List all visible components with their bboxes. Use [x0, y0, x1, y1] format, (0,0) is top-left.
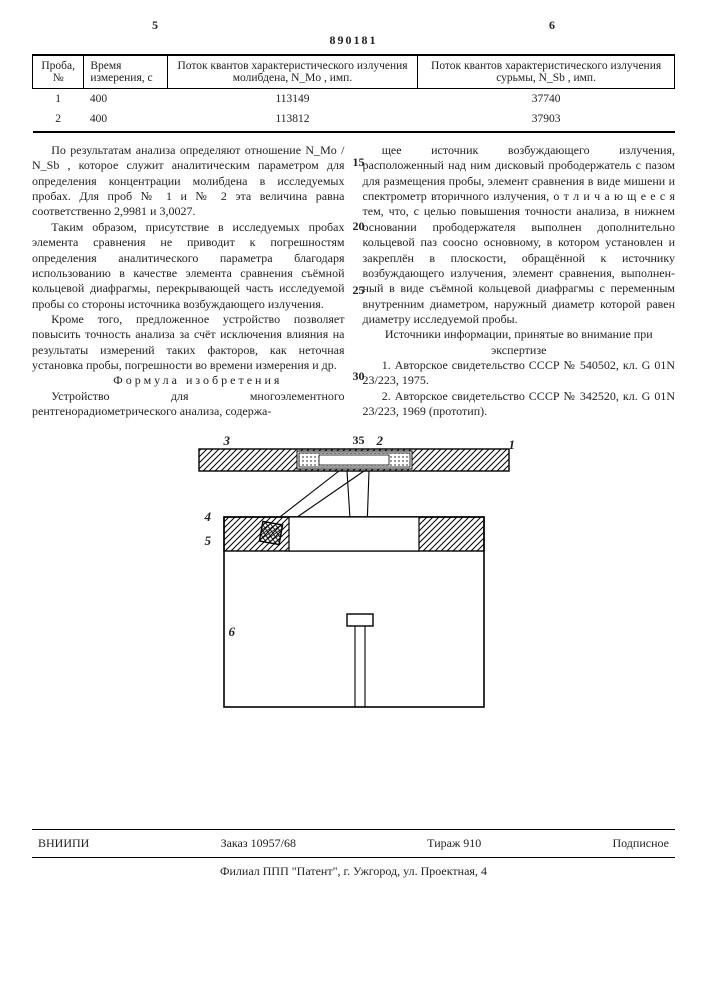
footer: ВНИИПИ Заказ 10957/68 Тираж 910 Подписно… [32, 829, 675, 881]
paragraph: Кроме того, предложенное устройство позв… [32, 312, 345, 373]
diagram-label: 6 [229, 624, 236, 640]
order-no: Заказ 10957/68 [221, 836, 296, 851]
line-number: 15 [353, 155, 365, 170]
diagram-svg [169, 439, 539, 719]
cell: 400 [84, 89, 167, 110]
col-header: Проба, № [33, 55, 84, 89]
source-item: 1. Авторское свидетельство СССР № 540502… [363, 358, 676, 389]
line-number: 25 [353, 283, 365, 298]
cell: 113812 [167, 109, 417, 132]
left-column: По результатам анализа определяют отноше… [32, 143, 345, 419]
cell: 37903 [418, 109, 675, 132]
diagram: 3 2 1 4 5 6 [169, 439, 539, 719]
diagram-label: 2 [377, 433, 384, 449]
col-header: Поток квантов характеристического излуче… [167, 55, 417, 89]
top-bar [199, 449, 509, 471]
cell: 2 [33, 109, 84, 132]
page-top: 5 6 [32, 18, 675, 33]
diagram-label: 5 [205, 533, 212, 549]
data-table: Проба, № Время измерения, с Поток кванто… [32, 54, 675, 133]
paragraph: щее источник возбуждающего излучения, ра… [363, 143, 676, 327]
col-header: Поток квантов характеристического излуче… [418, 55, 675, 89]
line-number: 20 [353, 219, 365, 234]
subscription: Подписное [612, 836, 669, 851]
paragraph: По результатам анализа определяют отноше… [32, 143, 345, 220]
cell: 113149 [167, 89, 417, 110]
right-column: 15 20 25 30 35 щее источник возбуждающег… [363, 143, 676, 419]
page-right: 6 [549, 18, 555, 33]
publisher: ВНИИПИ [38, 836, 89, 851]
cell: 37740 [418, 89, 675, 110]
col-header: Время измерения, с [84, 55, 167, 89]
tirazh: Тираж 910 [427, 836, 481, 851]
cell: 400 [84, 109, 167, 132]
cell: 1 [33, 89, 84, 110]
diagram-label: 1 [509, 437, 516, 453]
patent-number: 890181 [32, 33, 675, 48]
text-body: По результатам анализа определяют отноше… [32, 143, 675, 419]
paragraph: Устройство для многоэлементного рентгено… [32, 389, 345, 420]
source-item: 2. Авторское свидетельство СССР № 342520… [363, 389, 676, 420]
sources-title: Источники информации, принятые во вниман… [363, 327, 676, 358]
diagram-label: 4 [205, 509, 212, 525]
paragraph: Таким образом, присутствие в исследуемых… [32, 220, 345, 312]
spectrometer-body [224, 517, 484, 707]
page-left: 5 [152, 18, 158, 33]
diagram-label: 3 [224, 433, 231, 449]
branch-line: Филиал ППП "Патент", г. Ужгород, ул. Про… [32, 862, 675, 881]
line-number: 30 [353, 369, 365, 384]
formula-title: Формула изобретения [32, 373, 345, 388]
